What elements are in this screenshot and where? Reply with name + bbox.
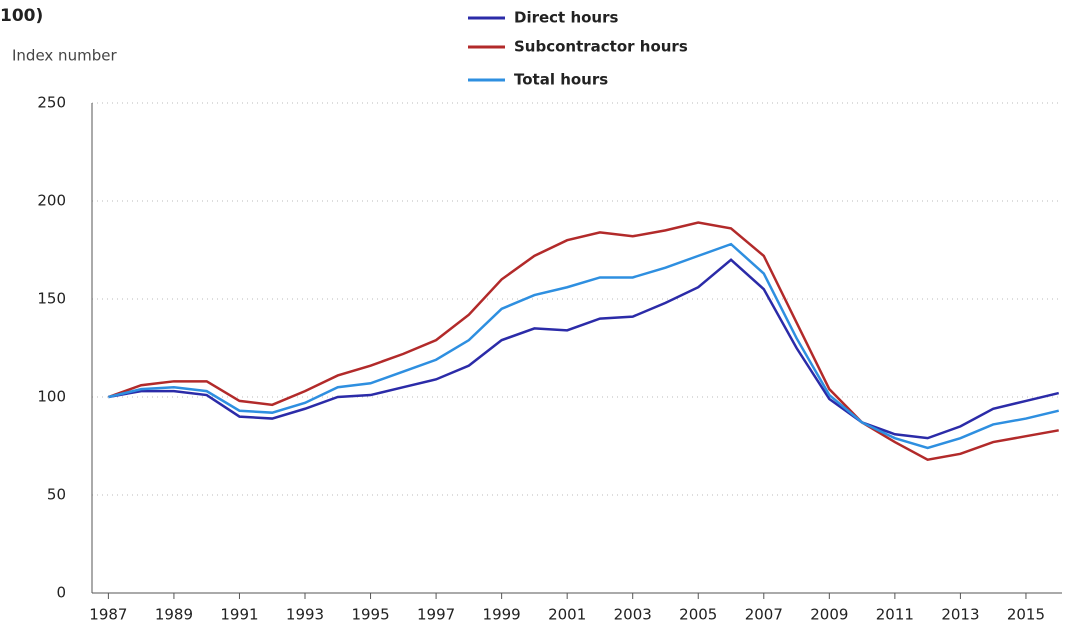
y-tick-label: 200 <box>37 192 66 210</box>
series-line <box>108 242 1060 450</box>
x-tick-label: 1991 <box>220 606 258 624</box>
x-tick-label: 1995 <box>351 606 389 624</box>
legend-label: Total hours <box>514 71 608 89</box>
x-tick-label: 1997 <box>417 606 455 624</box>
x-tick-label: 2001 <box>548 606 586 624</box>
x-tick-label: 2003 <box>614 606 652 624</box>
x-tick-label: 2015 <box>1007 606 1045 624</box>
x-tick-label: 2013 <box>941 606 979 624</box>
x-tick-label: 1989 <box>155 606 193 624</box>
y-tick-label: 250 <box>37 94 66 112</box>
legend-label: Subcontractor hours <box>514 38 688 56</box>
x-tick-label: 2011 <box>876 606 914 624</box>
x-tick-label: 2005 <box>679 606 717 624</box>
y-tick-label: 0 <box>56 584 66 602</box>
y-tick-label: 150 <box>37 290 66 308</box>
x-tick-label: 1987 <box>89 606 127 624</box>
x-tick-label: 1999 <box>483 606 521 624</box>
legend-label: Direct hours <box>514 9 619 27</box>
y-tick-label: 100 <box>37 388 66 406</box>
x-tick-label: 2009 <box>810 606 848 624</box>
y-axis-label: Index number <box>12 47 117 65</box>
series-line <box>107 221 1059 462</box>
y-tick-label: 50 <box>47 486 66 504</box>
chart-title: 100) <box>0 6 43 26</box>
x-tick-label: 2007 <box>745 606 783 624</box>
series-line <box>108 258 1060 440</box>
x-tick-label: 1993 <box>286 606 324 624</box>
